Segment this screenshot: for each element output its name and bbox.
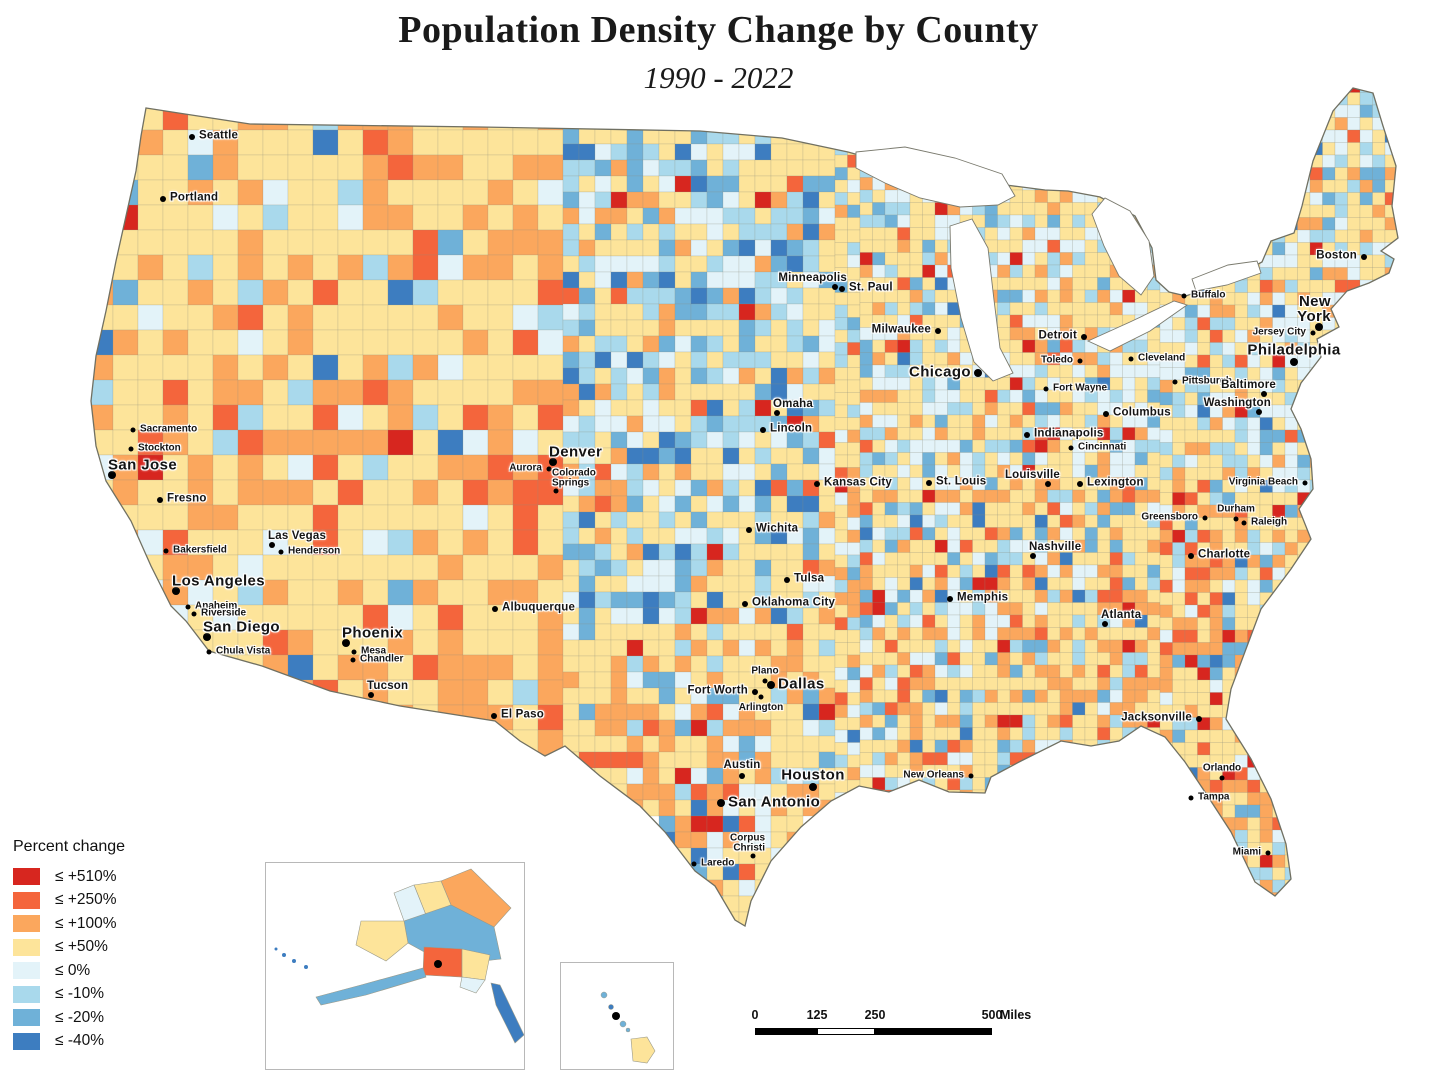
scale-segment xyxy=(755,1028,817,1035)
lake-ontario xyxy=(1191,260,1262,292)
legend-item: ≤ +250% xyxy=(13,889,125,913)
legend-label: ≤ +510% xyxy=(55,867,117,885)
legend-item: ≤ +510% xyxy=(13,865,125,889)
scale-tick: 500 xyxy=(981,1008,1003,1022)
lake-michigan xyxy=(949,218,1014,382)
legend-swatch xyxy=(13,962,40,980)
scale-tick: 0 xyxy=(751,1008,759,1022)
legend-rows: ≤ +510% ≤ +250% ≤ +100% ≤ +50% ≤ 0% ≤ -10% ≤ -… xyxy=(13,865,125,1053)
scale-tick: 250 xyxy=(864,1008,886,1022)
legend-swatch xyxy=(13,938,40,956)
legend-item: ≤ 0% xyxy=(13,959,125,983)
legend-label: ≤ +50% xyxy=(55,938,108,956)
legend-swatch xyxy=(13,891,40,909)
legend-item: ≤ +50% xyxy=(13,936,125,960)
legend-swatch xyxy=(13,915,40,933)
scale-tick: 125 xyxy=(806,1008,828,1022)
scale-unit: Miles xyxy=(1000,1008,1032,1022)
legend-label: ≤ -10% xyxy=(55,985,104,1003)
legend-swatch xyxy=(13,1032,40,1050)
legend-swatch xyxy=(13,1009,40,1027)
scale-segment xyxy=(875,1028,992,1035)
lake-superior xyxy=(855,146,1016,208)
legend-label: ≤ -20% xyxy=(55,1008,104,1026)
scale-segment xyxy=(817,1028,875,1035)
legend-title: Percent change xyxy=(13,838,126,855)
city-dot xyxy=(434,960,442,968)
legend-swatch xyxy=(13,985,40,1003)
legend-label: ≤ -40% xyxy=(55,1032,104,1050)
legend-label: ≤ 0% xyxy=(55,961,91,979)
legend-label: ≤ +100% xyxy=(55,914,117,932)
lake-erie xyxy=(1086,300,1189,352)
alaska-inset xyxy=(265,862,525,1070)
legend: Percent change ≤ +510% ≤ +250% ≤ +100% ≤ +5… xyxy=(13,838,125,1053)
lake-huron xyxy=(1091,197,1155,296)
hawaii-inset xyxy=(560,962,674,1070)
county-mosaic xyxy=(91,88,1398,926)
legend-item: ≤ -20% xyxy=(13,1006,125,1030)
legend-swatch xyxy=(13,868,40,886)
legend-label: ≤ +250% xyxy=(55,891,117,909)
city-dot xyxy=(612,1012,620,1020)
legend-item: ≤ -40% xyxy=(13,1030,125,1054)
legend-item: ≤ +100% xyxy=(13,912,125,936)
scale-bar: 0 125 250 500 Miles xyxy=(751,1008,1045,1048)
legend-item: ≤ -10% xyxy=(13,983,125,1007)
